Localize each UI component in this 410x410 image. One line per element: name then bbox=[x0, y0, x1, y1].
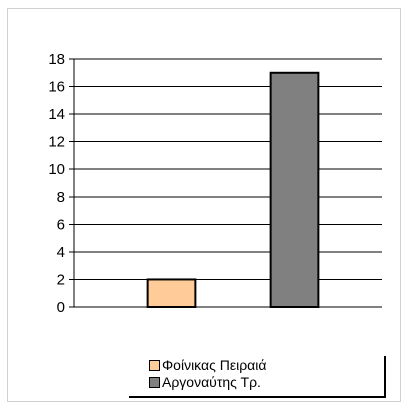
bar bbox=[146, 278, 197, 309]
legend-swatch bbox=[149, 376, 160, 388]
y-tick-label: 4 bbox=[57, 244, 65, 261]
legend-label: Αργοναύτης Τρ. bbox=[162, 374, 261, 390]
y-tick-label: 6 bbox=[57, 216, 65, 233]
legend-swatch bbox=[149, 359, 160, 371]
legend-label: Φοίνικας Πειραιά bbox=[162, 357, 267, 373]
legend: Φοίνικας Πειραιά Αργοναύτης Τρ. bbox=[129, 356, 386, 398]
y-tick-label: 18 bbox=[48, 51, 65, 68]
bar bbox=[269, 71, 320, 309]
y-tick-label: 14 bbox=[48, 106, 65, 123]
legend-item: Αργοναύτης Τρ. bbox=[149, 374, 261, 390]
legend-item: Φοίνικας Πειραιά bbox=[149, 357, 266, 373]
y-tick-label: 0 bbox=[57, 299, 65, 316]
y-tick-label: 8 bbox=[57, 189, 65, 206]
chart-frame bbox=[7, 8, 401, 402]
y-tick-label: 10 bbox=[48, 161, 65, 178]
y-tick-label: 16 bbox=[48, 79, 65, 96]
y-tick-label: 12 bbox=[48, 134, 65, 151]
y-tick-label: 2 bbox=[57, 271, 65, 288]
